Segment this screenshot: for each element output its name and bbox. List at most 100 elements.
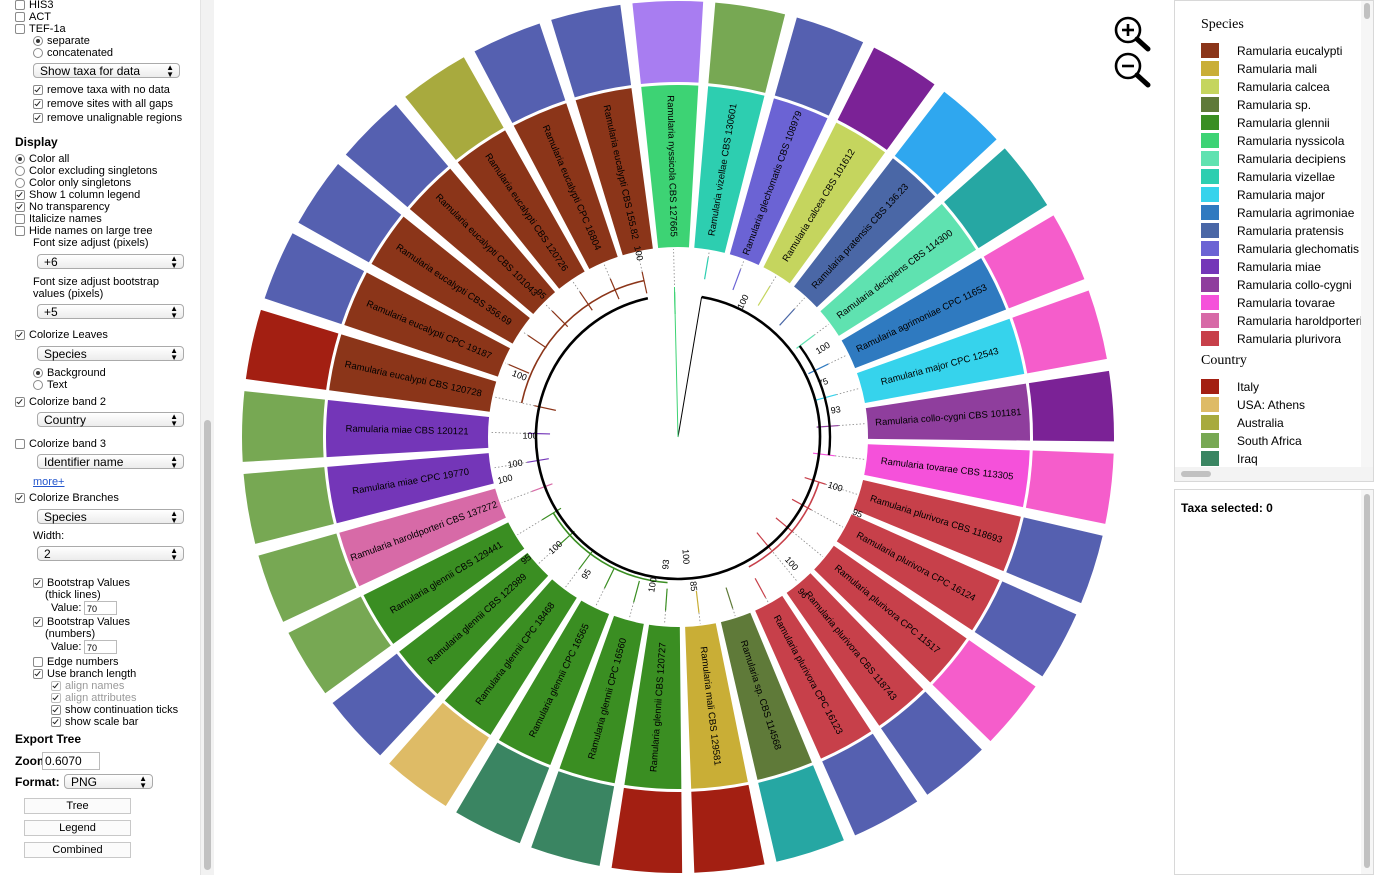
width-select[interactable]: 2 ▲ ▼ (37, 546, 184, 562)
leaf-species-cell[interactable] (575, 88, 653, 256)
leaf-species-cell[interactable] (409, 168, 556, 314)
country-band-cell[interactable] (974, 581, 1077, 677)
country-band-cell[interactable] (944, 148, 1048, 249)
country-band-cell[interactable] (932, 640, 1036, 742)
country-band-cell[interactable] (611, 787, 683, 873)
cont-ticks-checkbox[interactable]: show continuation ticks (51, 704, 178, 716)
leaf-label[interactable]: Ramularia miae CBS 120121 (345, 423, 468, 437)
band2-checkbox[interactable]: Colorize band 2 (15, 396, 106, 408)
country-band-cell[interactable] (1006, 517, 1103, 604)
leaf-species-cell[interactable] (786, 573, 924, 726)
align-attrs-checkbox[interactable]: align attributes (51, 692, 137, 704)
leaf-species-cell[interactable] (865, 383, 1030, 441)
country-band-cell[interactable] (531, 771, 615, 866)
leaf-species-cell[interactable] (814, 545, 967, 683)
edge-numbers-checkbox[interactable]: Edge numbers (33, 656, 119, 668)
more-link[interactable]: more+ (33, 476, 65, 488)
country-band-cell[interactable] (894, 91, 997, 195)
leaf-species-cell[interactable] (641, 85, 699, 249)
country-band-cell[interactable] (474, 23, 566, 124)
taxa-scrollbar[interactable] (1361, 490, 1373, 874)
legend-horizontal-scrollbar[interactable] (1175, 467, 1373, 481)
country-band-cell[interactable] (456, 742, 550, 844)
country-band-cell[interactable] (332, 653, 436, 756)
left-scrollbar-thumb[interactable] (204, 420, 211, 870)
branch-length-checkbox[interactable]: Use branch length (33, 668, 136, 680)
country-band-cell[interactable] (551, 4, 632, 98)
country-band-cell[interactable] (245, 309, 339, 390)
align-names-checkbox[interactable]: align names (51, 680, 124, 692)
country-band-cell[interactable] (264, 233, 365, 325)
leaf-species-cell[interactable] (729, 98, 828, 265)
leaf-species-cell[interactable] (559, 615, 644, 784)
leaf-species-cell[interactable] (327, 453, 494, 524)
italicize-checkbox[interactable]: Italicize names (15, 213, 102, 225)
color-excl-radio[interactable]: Color excluding singletons (15, 165, 157, 177)
leaf-species-cell[interactable] (694, 86, 765, 253)
country-band-cell[interactable] (298, 164, 402, 263)
boot-num-input[interactable]: 70 (84, 640, 117, 654)
act-checkbox[interactable]: ACT (15, 11, 51, 23)
leaf-species-cell[interactable] (444, 579, 577, 735)
band3-checkbox[interactable]: Colorize band 3 (15, 438, 106, 450)
leaf-species-cell[interactable] (856, 318, 1025, 403)
country-band-cell[interactable] (691, 784, 765, 873)
concatenated-radio[interactable]: concatenated (33, 47, 113, 59)
zoom-in-icon[interactable] (1114, 16, 1151, 52)
band2-select[interactable]: Country ▲ ▼ (37, 412, 184, 428)
color-all-radio[interactable]: Color all (15, 153, 69, 165)
country-band-cell[interactable] (708, 2, 786, 93)
country-band-cell[interactable] (242, 391, 325, 462)
boot-thick-checkbox[interactable]: Bootstrap Values (33, 577, 130, 589)
country-band-cell[interactable] (837, 47, 935, 150)
leaf-species-cell[interactable] (326, 399, 490, 458)
leaf-species-cell[interactable] (794, 158, 936, 308)
left-scrollbar[interactable] (200, 0, 214, 875)
country-band-cell[interactable] (880, 691, 982, 795)
country-band-cell[interactable] (983, 215, 1085, 309)
remove-unalign-checkbox[interactable]: remove unalignable regions (33, 112, 182, 124)
format-select[interactable]: PNG ▲ ▼ (64, 774, 153, 790)
band3-select[interactable]: Identifier name ▲ ▼ (37, 454, 184, 470)
country-band-cell[interactable] (758, 765, 844, 862)
export-legend-button[interactable]: Legend (24, 820, 131, 836)
leaf-species-cell[interactable] (399, 552, 549, 695)
separate-radio[interactable]: separate (33, 35, 90, 47)
country-band-cell[interactable] (405, 57, 504, 161)
remove-taxa-checkbox[interactable]: remove taxa with no data (33, 84, 170, 96)
country-band-cell[interactable] (288, 596, 391, 694)
legend-vertical-thumb[interactable] (1364, 3, 1370, 19)
leaves-select[interactable]: Species ▲ ▼ (37, 346, 184, 362)
legend-horizontal-thumb[interactable] (1181, 471, 1211, 477)
country-band-cell[interactable] (632, 0, 704, 84)
leaf-species-cell[interactable] (371, 216, 530, 344)
his3-checkbox[interactable]: HIS3 (15, 0, 53, 11)
font-boot-select[interactable]: +5 ▲ ▼ (37, 304, 184, 320)
tef-checkbox[interactable]: TEF-1a (15, 23, 66, 35)
leaf-species-cell[interactable] (755, 595, 872, 759)
export-combined-button[interactable]: Combined (24, 842, 131, 858)
font-adjust-select[interactable]: +6 ▲ ▼ (37, 254, 184, 270)
remove-gaps-checkbox[interactable]: remove sites with all gaps (33, 98, 173, 110)
legend-vertical-scrollbar[interactable] (1361, 1, 1373, 467)
export-tree-button[interactable]: Tree (24, 798, 131, 814)
show-taxa-select[interactable]: Show taxa for data ▲ ▼ (33, 63, 180, 79)
leaf-species-cell[interactable] (820, 203, 977, 336)
country-band-cell[interactable] (1028, 370, 1114, 442)
leaf-species-cell[interactable] (339, 488, 506, 587)
leaf-species-cell[interactable] (457, 130, 585, 289)
taxa-scrollbar-thumb[interactable] (1364, 494, 1370, 868)
country-band-cell[interactable] (774, 17, 864, 116)
leaf-species-cell[interactable] (763, 122, 886, 284)
colorize-leaves-checkbox[interactable]: Colorize Leaves (15, 329, 108, 341)
leaf-species-cell[interactable] (841, 258, 1007, 369)
zoom-input[interactable]: 0.6070 (42, 752, 100, 770)
leaf-species-cell[interactable] (836, 514, 1000, 631)
no-transparency-checkbox[interactable]: No transparency (15, 201, 110, 213)
color-only-radio[interactable]: Color only singletons (15, 177, 131, 189)
leaf-species-cell[interactable] (853, 480, 1021, 572)
leaf-species-cell[interactable] (513, 103, 618, 269)
hide-names-checkbox[interactable]: Hide names on large tree (15, 225, 153, 237)
zoom-out-icon[interactable] (1114, 52, 1151, 88)
leaf-species-cell[interactable] (363, 522, 525, 644)
